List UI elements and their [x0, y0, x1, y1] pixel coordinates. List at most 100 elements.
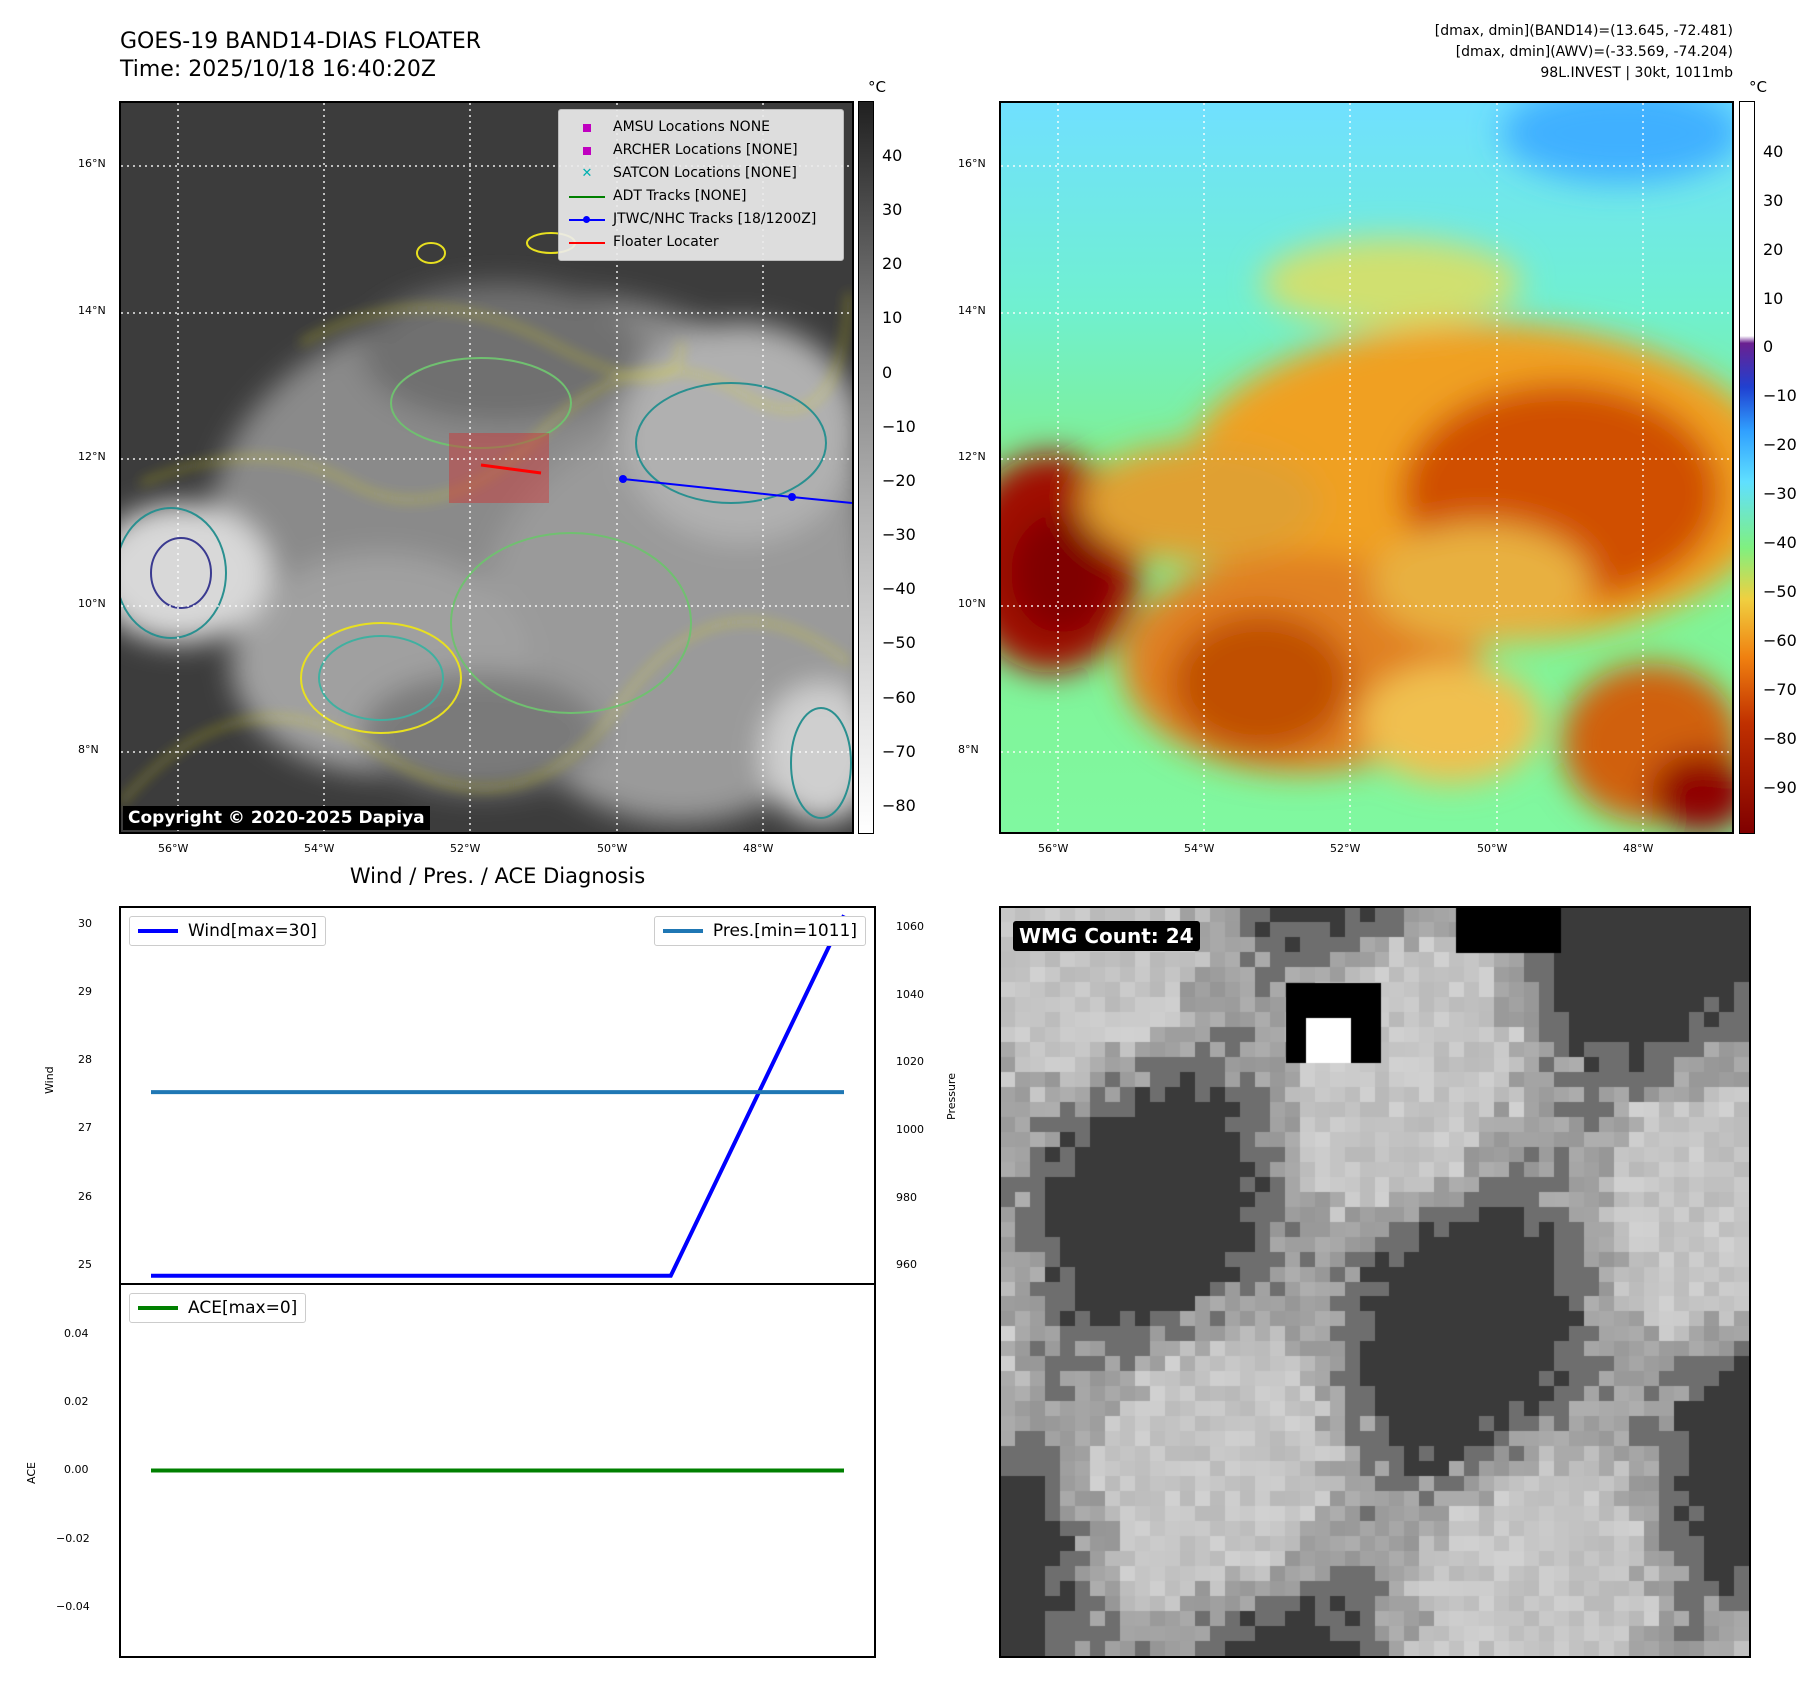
ace-svg — [151, 1468, 844, 1473]
track-point — [788, 493, 796, 501]
colorbar-tick: −10 — [1763, 386, 1797, 405]
lat-label: 8°N — [958, 743, 979, 756]
storm-info: 98L.INVEST | 30kt, 1011mb — [1540, 65, 1733, 81]
pressure-legend-line — [662, 929, 703, 933]
pressure-tick: 1020 — [896, 1055, 924, 1068]
pressure-tick: 980 — [896, 1191, 917, 1204]
legend-item-jtwc: JTWC/NHC Tracks [18/1200Z] — [567, 208, 835, 231]
pressure-tick: 1000 — [896, 1123, 924, 1136]
wind-tick: 29 — [78, 985, 92, 998]
colorbar-tick: −30 — [1763, 484, 1797, 503]
lon-label: 56°W — [158, 842, 189, 855]
colorbar-tick: −50 — [1763, 582, 1797, 601]
square-marker-icon — [583, 146, 591, 155]
ace-tick: 0.00 — [64, 1463, 89, 1476]
pressure-legend: Pres.[min=1011] — [653, 916, 866, 946]
colorbar-tick: −20 — [882, 471, 916, 490]
ace-axis-label: ACE — [25, 1462, 38, 1484]
copyright-label: Copyright © 2020-2025 Dapiya — [123, 806, 430, 830]
ir-map-panel: AMSU Locations NONE ARCHER Locations [NO… — [119, 101, 854, 834]
ace-legend-line — [138, 1306, 178, 1310]
colorbar-left — [858, 101, 874, 834]
lon-label: 52°W — [1330, 842, 1361, 855]
colorbar-tick: −70 — [1763, 680, 1797, 699]
floater-locater-line — [480, 463, 542, 475]
legend-item-floater: Floater Locater — [567, 231, 835, 254]
wind-tick: 25 — [78, 1258, 92, 1271]
colorbar-tick: −80 — [1763, 729, 1797, 748]
colorbar-right — [1739, 101, 1755, 834]
timestamp: Time: 2025/10/18 16:40:20Z — [120, 57, 436, 82]
wind-tick: 26 — [78, 1190, 92, 1203]
line-marker-icon — [569, 195, 605, 198]
chart-title: GOES-19 BAND14-DIAS FLOATER — [120, 29, 482, 54]
ace-tick: 0.04 — [64, 1327, 89, 1340]
wind-legend: Wind[max=30] — [129, 916, 326, 946]
lat-label: 10°N — [958, 597, 986, 610]
wmg-count-label: WMG Count: 24 — [1013, 921, 1200, 951]
wind-legend-line — [138, 929, 178, 933]
lon-label: 48°W — [743, 842, 774, 855]
colorbar-tick: 10 — [882, 308, 903, 327]
lon-label: 50°W — [1477, 842, 1508, 855]
colorbar-tick: 30 — [1763, 191, 1784, 210]
colorbar-tick: 40 — [882, 146, 903, 165]
pressure-tick: 960 — [896, 1258, 917, 1271]
colorbar-tick: −30 — [882, 525, 916, 544]
stats-band14: [dmax, dmin](BAND14)=(13.645, -72.481) — [1434, 23, 1733, 39]
pressure-axis-label: Pressure — [945, 1073, 958, 1120]
map-legend: AMSU Locations NONE ARCHER Locations [NO… — [558, 109, 844, 261]
square-marker-icon — [583, 123, 591, 132]
colorbar-tick: −70 — [882, 742, 916, 761]
colorbar-tick: 0 — [882, 363, 893, 382]
pressure-tick: 1040 — [896, 988, 924, 1001]
colorbar-tick: −20 — [1763, 435, 1797, 454]
lon-label: 54°W — [1184, 842, 1215, 855]
ace-tick: 0.02 — [64, 1395, 89, 1408]
lon-label: 54°W — [304, 842, 335, 855]
awv-map-panel — [999, 101, 1734, 834]
legend-item-archer: ARCHER Locations [NONE] — [567, 139, 835, 162]
colorbar-tick: 10 — [1763, 289, 1784, 308]
diagnosis-title: Wind / Pres. / ACE Diagnosis — [349, 864, 646, 888]
lat-label: 14°N — [78, 304, 106, 317]
x-marker-icon: ✕ — [581, 166, 593, 181]
lat-label: 10°N — [78, 597, 106, 610]
lon-label: 48°W — [1623, 842, 1654, 855]
awv-map-image — [1001, 103, 1732, 832]
lon-label: 52°W — [450, 842, 481, 855]
wind-tick: 27 — [78, 1121, 92, 1134]
lat-label: 8°N — [78, 743, 99, 756]
legend-item-adt: ADT Tracks [NONE] — [567, 185, 835, 208]
lat-label: 12°N — [78, 450, 106, 463]
colorbar-tick: 20 — [882, 254, 903, 273]
legend-item-amsu: AMSU Locations NONE — [567, 116, 835, 139]
ace-tick: −0.04 — [56, 1600, 90, 1613]
colorbar-tick: −90 — [1763, 778, 1797, 797]
lat-label: 14°N — [958, 304, 986, 317]
wind-tick: 28 — [78, 1053, 92, 1066]
legend-item-satcon: ✕ SATCON Locations [NONE] — [567, 162, 835, 185]
wind-series-line — [151, 914, 846, 1278]
wind-pressure-svg — [151, 914, 846, 1278]
colorbar-tick: 40 — [1763, 142, 1784, 161]
colorbar-tick: −40 — [1763, 533, 1797, 552]
wind-tick: 30 — [78, 917, 92, 930]
ace-plot: ACE[max=0] — [119, 1283, 876, 1658]
lon-label: 50°W — [597, 842, 628, 855]
colorbar-tick: 0 — [1763, 337, 1774, 356]
lat-label: 16°N — [958, 157, 986, 170]
colorbar-tick: −60 — [882, 688, 916, 707]
lat-label: 16°N — [78, 157, 106, 170]
ace-legend: ACE[max=0] — [129, 1293, 307, 1323]
colorbar-right-unit: °C — [1749, 78, 1767, 96]
colorbar-tick: −50 — [882, 633, 916, 652]
ace-tick: −0.02 — [56, 1532, 90, 1545]
colorbar-tick: 30 — [882, 200, 903, 219]
wmg-panel: WMG Count: 24 — [999, 906, 1751, 1658]
lat-label: 12°N — [958, 450, 986, 463]
pressure-tick: 1060 — [896, 920, 924, 933]
colorbar-tick: −80 — [882, 796, 916, 815]
colorbar-tick: −60 — [1763, 631, 1797, 650]
colorbar-left-unit: °C — [868, 78, 886, 96]
